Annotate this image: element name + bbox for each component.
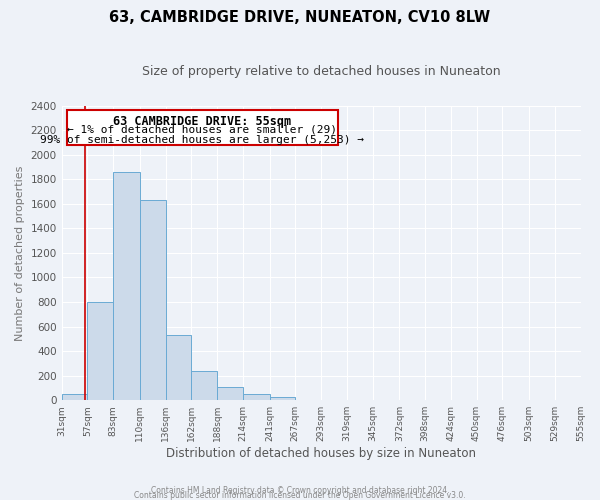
- Text: 99% of semi-detached houses are larger (5,253) →: 99% of semi-detached houses are larger (…: [40, 135, 364, 145]
- Bar: [88, 302, 113, 400]
- Bar: [62, 394, 88, 400]
- Bar: [191, 370, 217, 400]
- Bar: [269, 396, 295, 400]
- Text: Contains public sector information licensed under the Open Government Licence v3: Contains public sector information licen…: [134, 491, 466, 500]
- Bar: [113, 172, 140, 400]
- FancyBboxPatch shape: [67, 110, 338, 146]
- Text: Contains HM Land Registry data © Crown copyright and database right 2024.: Contains HM Land Registry data © Crown c…: [151, 486, 449, 495]
- Text: ← 1% of detached houses are smaller (29): ← 1% of detached houses are smaller (29): [67, 125, 337, 135]
- X-axis label: Distribution of detached houses by size in Nuneaton: Distribution of detached houses by size …: [166, 447, 476, 460]
- Bar: [140, 200, 166, 400]
- Bar: [166, 335, 191, 400]
- Bar: [243, 394, 269, 400]
- Title: Size of property relative to detached houses in Nuneaton: Size of property relative to detached ho…: [142, 65, 500, 78]
- Text: 63, CAMBRIDGE DRIVE, NUNEATON, CV10 8LW: 63, CAMBRIDGE DRIVE, NUNEATON, CV10 8LW: [109, 10, 491, 25]
- Text: 63 CAMBRIDGE DRIVE: 55sqm: 63 CAMBRIDGE DRIVE: 55sqm: [113, 115, 292, 128]
- Bar: [217, 386, 243, 400]
- Y-axis label: Number of detached properties: Number of detached properties: [15, 165, 25, 340]
